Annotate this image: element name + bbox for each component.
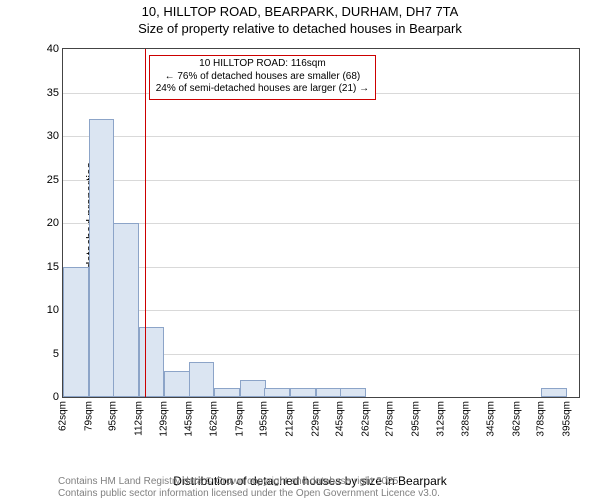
highlight-line xyxy=(145,49,146,397)
xtick-label: 145sqm xyxy=(183,401,194,437)
xtick-label: 195sqm xyxy=(259,401,270,437)
ytick-label: 40 xyxy=(47,43,59,55)
histogram-bar xyxy=(214,388,240,397)
highlight-infobox: 10 HILLTOP ROAD: 116sqm ← 76% of detache… xyxy=(149,55,376,100)
footer-line1: Contains HM Land Registry data © Crown c… xyxy=(58,476,440,488)
histogram-bar xyxy=(290,388,316,397)
infobox-line2: ← 76% of detached houses are smaller (68… xyxy=(156,71,369,84)
xtick-label: 79sqm xyxy=(83,401,94,431)
ytick-label: 25 xyxy=(47,174,59,186)
xtick-label: 312sqm xyxy=(436,401,447,437)
ytick-label: 10 xyxy=(47,304,59,316)
footer-line2: Contains public sector information licen… xyxy=(58,488,440,500)
xtick-label: 345sqm xyxy=(486,401,497,437)
xtick-label: 95sqm xyxy=(107,401,118,431)
histogram-bar xyxy=(264,388,290,397)
xtick-label: 395sqm xyxy=(561,401,572,437)
histogram-bar xyxy=(113,223,139,397)
ytick-label: 5 xyxy=(53,348,59,360)
histogram-bar xyxy=(63,267,89,398)
xtick-label: 112sqm xyxy=(133,401,144,436)
infobox-line3: 24% of semi-detached houses are larger (… xyxy=(156,83,369,96)
histogram-bar xyxy=(139,327,165,397)
chart-title-block: 10, HILLTOP ROAD, BEARPARK, DURHAM, DH7 … xyxy=(0,4,600,36)
ytick-label: 30 xyxy=(47,130,59,142)
xtick-label: 362sqm xyxy=(511,401,522,437)
xtick-label: 278sqm xyxy=(384,401,395,437)
chart-area: Number of detached properties 0510152025… xyxy=(40,48,580,442)
plot-area: 051015202530354062sqm79sqm95sqm112sqm129… xyxy=(62,48,580,398)
xtick-label: 179sqm xyxy=(235,401,246,437)
histogram-bar xyxy=(340,388,366,397)
histogram-bar xyxy=(189,362,215,397)
xtick-label: 262sqm xyxy=(360,401,371,437)
xtick-label: 129sqm xyxy=(159,401,170,437)
histogram-bar xyxy=(89,119,115,397)
infobox-line1: 10 HILLTOP ROAD: 116sqm xyxy=(156,58,369,71)
gridline-h xyxy=(63,267,579,268)
histogram-bar xyxy=(164,371,190,397)
xtick-label: 295sqm xyxy=(410,401,421,437)
ytick-label: 35 xyxy=(47,87,59,99)
xtick-label: 245sqm xyxy=(334,401,345,437)
chart-title-line2: Size of property relative to detached ho… xyxy=(0,21,600,36)
chart-title-line1: 10, HILLTOP ROAD, BEARPARK, DURHAM, DH7 … xyxy=(0,4,600,19)
attribution-footer: Contains HM Land Registry data © Crown c… xyxy=(58,476,440,500)
histogram-bar xyxy=(541,388,567,397)
histogram-bar xyxy=(240,380,266,397)
histogram-bar xyxy=(316,388,342,397)
xtick-label: 162sqm xyxy=(209,401,220,437)
gridline-h xyxy=(63,310,579,311)
xtick-label: 378sqm xyxy=(536,401,547,437)
xtick-label: 212sqm xyxy=(284,401,295,437)
gridline-h xyxy=(63,223,579,224)
ytick-label: 20 xyxy=(47,217,59,229)
xtick-label: 229sqm xyxy=(310,401,321,437)
xtick-label: 328sqm xyxy=(460,401,471,437)
gridline-h xyxy=(63,136,579,137)
ytick-label: 15 xyxy=(47,261,59,273)
gridline-h xyxy=(63,180,579,181)
xtick-label: 62sqm xyxy=(58,401,69,431)
